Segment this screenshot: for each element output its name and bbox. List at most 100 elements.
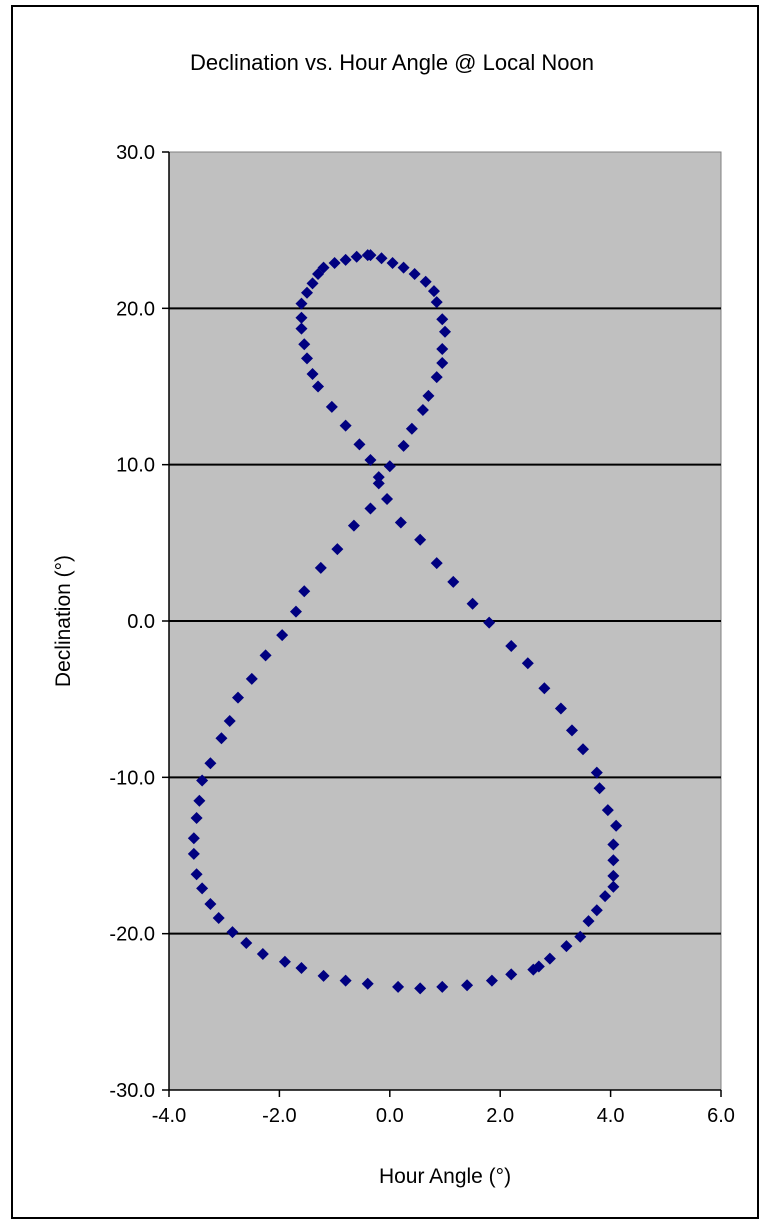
data-point xyxy=(190,811,203,824)
data-point xyxy=(554,702,567,715)
data-point xyxy=(196,774,209,787)
data-point xyxy=(312,267,325,280)
y-axis-label: Declination (°) xyxy=(52,555,75,687)
data-point xyxy=(276,629,289,642)
data-point xyxy=(295,311,308,324)
data-point xyxy=(394,516,407,529)
data-point xyxy=(339,253,352,266)
data-point xyxy=(259,649,272,662)
data-point xyxy=(301,352,313,365)
data-points xyxy=(187,249,623,995)
data-point xyxy=(416,403,429,416)
data-point xyxy=(295,297,308,310)
x-tick-label: 6.0 xyxy=(707,1105,735,1127)
data-point xyxy=(204,757,217,770)
data-point xyxy=(325,400,338,413)
y-tick-label: 20.0 xyxy=(116,298,155,320)
data-point xyxy=(447,575,460,588)
data-point xyxy=(245,672,258,685)
data-point xyxy=(610,819,623,832)
data-point xyxy=(574,930,587,943)
data-point xyxy=(256,947,269,960)
data-point xyxy=(430,371,443,384)
data-point xyxy=(187,832,200,845)
data-point xyxy=(386,256,399,269)
data-point xyxy=(483,616,496,629)
x-axis-tick-labels: -4.0 -2.0 0.0 2.0 4.0 6.0 xyxy=(152,1105,735,1127)
data-point xyxy=(607,838,620,851)
data-point xyxy=(339,419,352,432)
data-point xyxy=(439,325,451,338)
data-point xyxy=(364,453,377,466)
data-point xyxy=(599,890,612,903)
data-point xyxy=(607,869,620,882)
data-point xyxy=(560,940,573,953)
x-tick-label: 4.0 xyxy=(597,1105,625,1127)
y-tick-label: -10.0 xyxy=(109,767,155,789)
data-point xyxy=(590,904,603,917)
data-point xyxy=(461,979,474,992)
data-point xyxy=(397,439,410,452)
data-point xyxy=(278,955,291,968)
data-point xyxy=(339,974,352,987)
data-point xyxy=(295,322,308,335)
data-point xyxy=(328,256,341,269)
data-point xyxy=(466,597,479,610)
data-point xyxy=(301,286,313,299)
y-axis-tick-labels: 30.0 20.0 10.0 0.0 -10.0 -20.0 -30.0 xyxy=(109,142,155,1102)
data-point xyxy=(392,980,405,993)
x-tick-label: 0.0 xyxy=(376,1105,404,1127)
data-point xyxy=(485,974,498,987)
data-point xyxy=(193,794,206,807)
data-point xyxy=(350,250,363,263)
data-point xyxy=(196,882,209,895)
data-point xyxy=(306,367,319,380)
y-tick-label: -20.0 xyxy=(109,924,155,946)
data-point xyxy=(232,691,244,704)
data-point xyxy=(436,313,449,326)
data-point xyxy=(361,977,374,990)
chart-title: Declination vs. Hour Angle @ Local Noon xyxy=(190,50,594,75)
data-point xyxy=(240,937,253,950)
data-point xyxy=(298,338,311,351)
y-tick-label: 0.0 xyxy=(127,611,155,633)
data-point xyxy=(577,743,589,756)
data-point xyxy=(430,557,443,570)
data-point xyxy=(226,926,239,939)
data-point xyxy=(521,657,534,670)
axes xyxy=(162,151,722,1097)
data-point xyxy=(347,519,360,532)
data-point xyxy=(331,543,344,556)
data-point xyxy=(582,915,595,928)
data-point xyxy=(223,715,236,728)
data-point xyxy=(364,249,377,262)
data-point xyxy=(312,380,325,393)
data-point xyxy=(422,389,435,402)
y-tick-label: 10.0 xyxy=(116,455,155,477)
data-point xyxy=(436,980,449,993)
data-point xyxy=(427,285,440,298)
data-point xyxy=(593,782,606,795)
data-point xyxy=(298,585,311,598)
data-point xyxy=(353,438,366,451)
data-point xyxy=(414,533,427,546)
y-tick-label: -30.0 xyxy=(109,1080,155,1102)
data-point xyxy=(436,342,449,355)
data-point xyxy=(565,724,578,737)
data-point xyxy=(289,605,302,618)
data-point xyxy=(306,277,319,290)
y-tick-label: 30.0 xyxy=(116,142,155,164)
data-point xyxy=(543,952,556,965)
data-point xyxy=(364,502,377,515)
data-point xyxy=(314,561,327,574)
data-point xyxy=(430,296,443,309)
data-point xyxy=(383,460,396,473)
data-point xyxy=(408,267,421,280)
data-point xyxy=(187,847,200,860)
grid-lines xyxy=(169,307,721,935)
data-point xyxy=(414,982,427,995)
data-point xyxy=(204,897,217,910)
data-point xyxy=(419,275,432,288)
x-tick-label: -2.0 xyxy=(262,1105,296,1127)
